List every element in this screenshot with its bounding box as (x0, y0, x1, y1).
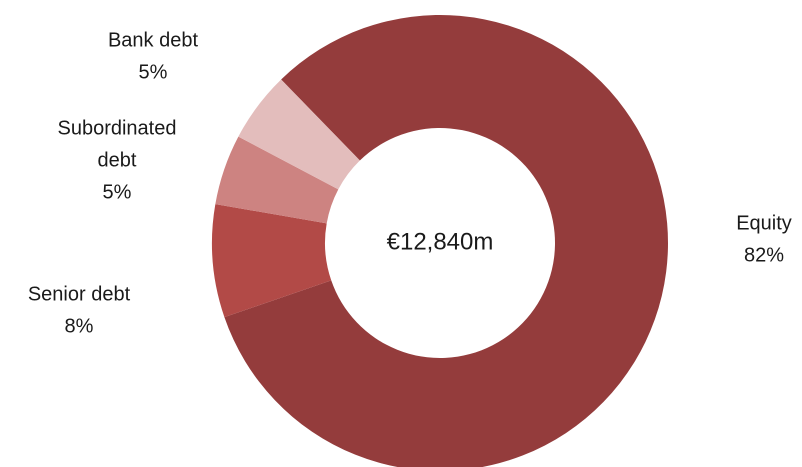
slice-value-senior-debt: 8% (65, 315, 94, 337)
slice-subordinated-debt (215, 136, 339, 224)
slice-value-subordinated-debt: 5% (103, 181, 132, 203)
center-total-label: €12,840m (387, 228, 494, 255)
slice-value-equity: 82% (744, 244, 784, 266)
slice-label-bank-debt: Bank debt (108, 29, 199, 51)
slice-labels: Equity 82% Senior debt 8% Subordinated debt 5%… (28, 29, 792, 337)
slice-value-bank-debt: 5% (139, 61, 168, 83)
slice-equity (224, 15, 668, 467)
slice-label-subordinated-debt: Subordinated (58, 117, 177, 139)
slice-label-equity: Equity (736, 212, 792, 234)
donut-slices (212, 15, 668, 467)
slice-label-subordinated-debt: debt (98, 149, 137, 171)
slice-label-senior-debt: Senior debt (28, 283, 131, 305)
slice-senior-debt (212, 204, 332, 318)
slice-bank-debt (238, 79, 360, 190)
